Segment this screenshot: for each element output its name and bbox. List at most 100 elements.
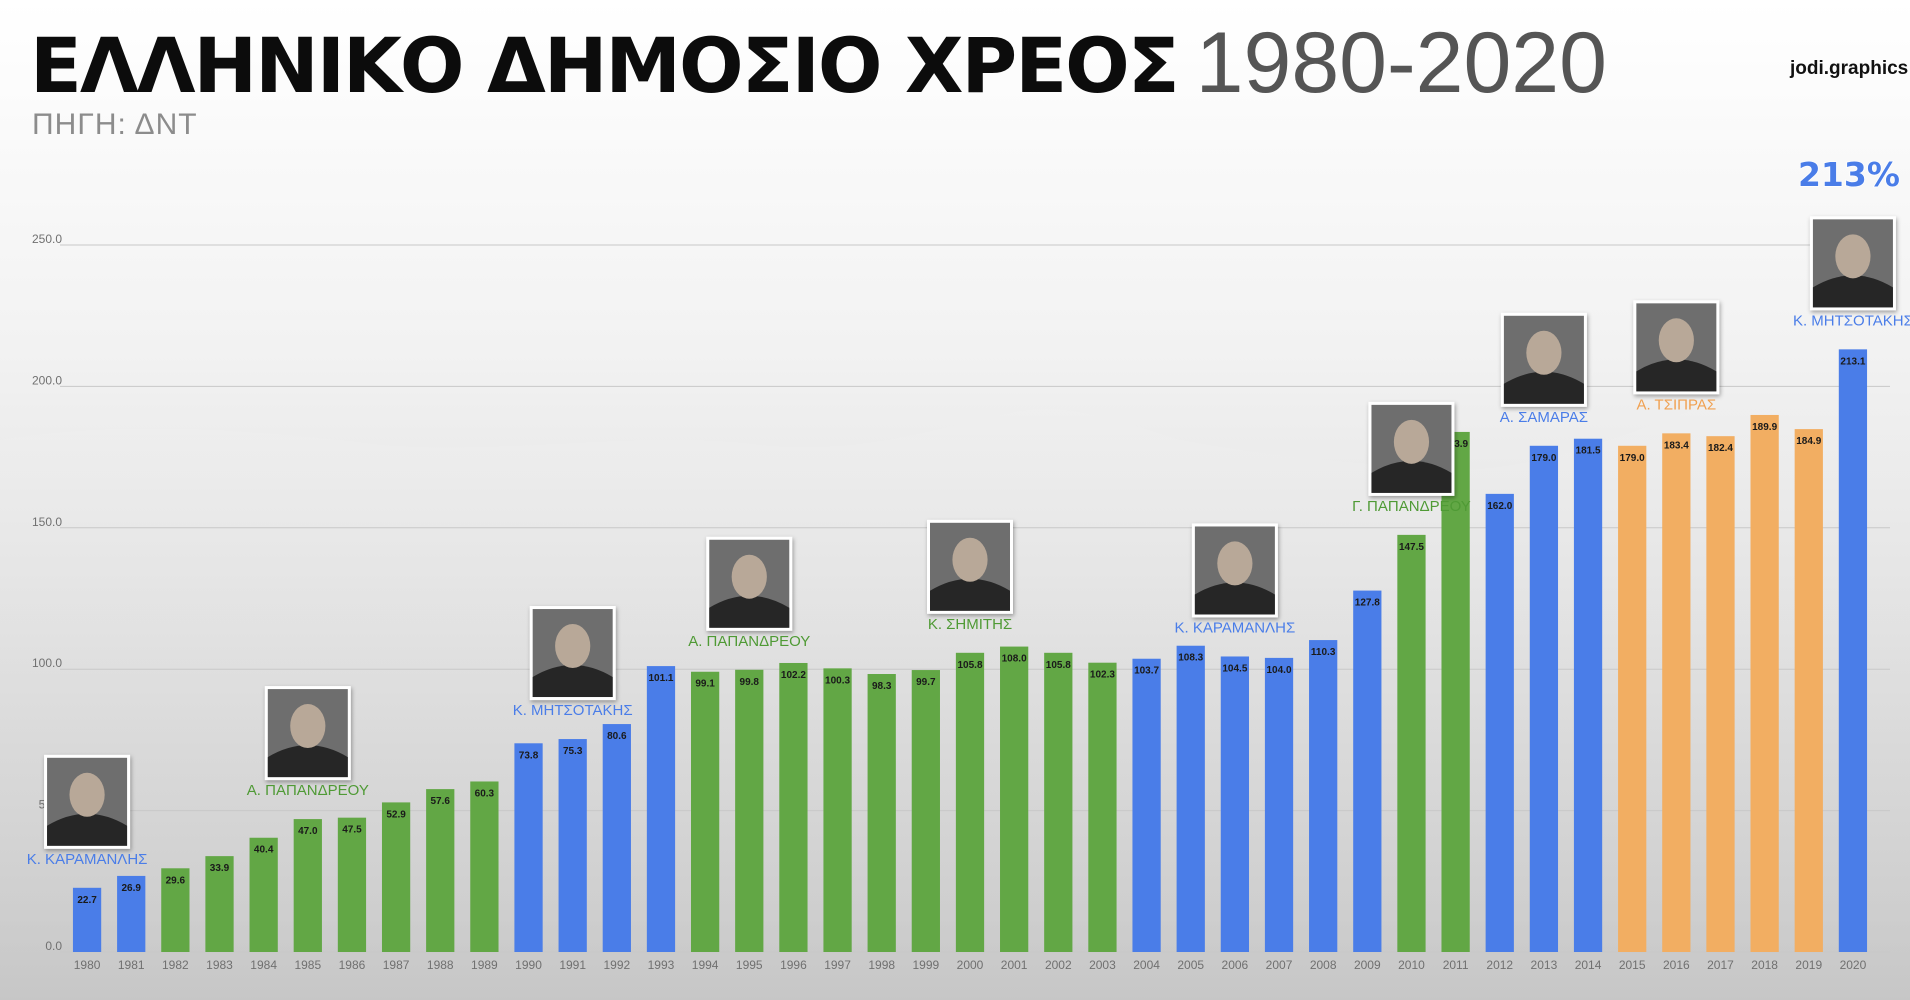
value-label: 179.0 bbox=[1620, 453, 1645, 464]
bar-2008 bbox=[1309, 640, 1338, 952]
portrait-suit bbox=[47, 813, 128, 846]
portrait-annotation: Κ. ΚΑΡΑΜΑΝΛΗΣ bbox=[27, 754, 147, 868]
x-tick-label: 2013 bbox=[1531, 958, 1558, 972]
bar-2005 bbox=[1176, 645, 1205, 952]
value-label: 104.5 bbox=[1222, 663, 1247, 674]
bar-1994 bbox=[690, 671, 720, 952]
portrait-annotation: Κ. ΣΗΜΙΤΗΣ bbox=[927, 519, 1013, 633]
bar-1995 bbox=[735, 669, 764, 952]
x-tick-label: 2008 bbox=[1310, 958, 1337, 972]
y-tick-label: 200.0 bbox=[32, 373, 62, 387]
y-tick-label: 150.0 bbox=[32, 515, 62, 529]
portrait-annotation: Α. ΤΣΙΠΡΑΣ bbox=[1633, 300, 1720, 413]
y-tick-label: 250.0 bbox=[32, 232, 62, 246]
bar-2010 bbox=[1397, 534, 1426, 952]
x-tick-label: 2017 bbox=[1707, 958, 1734, 972]
bar-2003 bbox=[1088, 662, 1117, 952]
portrait-annotation: Α. ΠΑΠΑΝΔΡΕΟΥ bbox=[688, 536, 810, 650]
bar-1984 bbox=[249, 837, 278, 952]
x-tick-label: 1998 bbox=[868, 958, 895, 972]
y-tick-label: 100.0 bbox=[32, 656, 62, 670]
x-tick-label: 2000 bbox=[957, 958, 984, 972]
bar-2004 bbox=[1132, 658, 1161, 952]
portrait-annotation: Κ. ΜΗΤΣΟΤΑΚΗΣ bbox=[513, 606, 633, 719]
x-tick-label: 1995 bbox=[736, 958, 763, 972]
portrait-suit bbox=[532, 665, 613, 698]
brand-label: jodi.graphics bbox=[1790, 58, 1909, 79]
bar-1997 bbox=[823, 668, 852, 952]
x-tick-label: 1991 bbox=[559, 958, 586, 972]
bar-2017 bbox=[1706, 436, 1735, 952]
value-label: 127.8 bbox=[1355, 598, 1380, 609]
bar-1987 bbox=[381, 802, 411, 952]
portrait-suit bbox=[1194, 582, 1275, 615]
y-tick-label: 0.0 bbox=[45, 939, 62, 953]
bar-2018 bbox=[1750, 414, 1779, 953]
x-tick-label: 2011 bbox=[1443, 958, 1469, 972]
portrait-suit bbox=[930, 578, 1010, 611]
portrait-annotation: Α. ΠΑΠΑΝΔΡΕΟΥ bbox=[247, 686, 369, 799]
bar-2012 bbox=[1485, 493, 1514, 952]
chart-source: ΠΗΓΗ: ΔΝΤ bbox=[32, 108, 198, 141]
value-label: 99.1 bbox=[695, 679, 715, 690]
portrait-face bbox=[1217, 541, 1253, 586]
chart-title: ΕΛΛΗΝΙΚΟ ΔΗΜΟΣΙΟ ΧΡΕΟΣ bbox=[30, 21, 1180, 110]
value-label: 181.5 bbox=[1576, 446, 1601, 457]
portrait-face bbox=[69, 772, 105, 817]
portrait-face bbox=[1526, 330, 1562, 375]
x-tick-label: 2001 bbox=[1001, 958, 1028, 972]
value-label: 110.3 bbox=[1311, 647, 1336, 658]
bar-1980 bbox=[72, 887, 102, 952]
x-tick-label: 1994 bbox=[692, 958, 719, 972]
value-label: 75.3 bbox=[563, 746, 583, 757]
bar-1991 bbox=[558, 739, 587, 952]
value-label: 182.4 bbox=[1708, 443, 1733, 454]
value-label: 213.1 bbox=[1840, 356, 1865, 367]
portrait-annotation: Κ. ΜΗΤΣΟΤΑΚΗΣ bbox=[1793, 216, 1910, 329]
x-tick-label: 1982 bbox=[162, 958, 189, 972]
value-label: 80.6 bbox=[607, 731, 627, 742]
x-tick-label: 1984 bbox=[250, 958, 277, 972]
portrait-annotation: Α. ΣΑΜΑΡΑΣ bbox=[1500, 312, 1588, 426]
bar-1996 bbox=[779, 662, 808, 952]
annotation-label: Κ. ΜΗΤΣΟΤΑΚΗΣ bbox=[513, 702, 633, 719]
x-tick-label: 1989 bbox=[471, 958, 498, 972]
annotation-label: Κ. ΣΗΜΙΤΗΣ bbox=[928, 616, 1012, 633]
annotation-label: Α. ΤΣΙΠΡΑΣ bbox=[1636, 396, 1716, 413]
bar-2000 bbox=[955, 652, 985, 952]
value-label: 33.9 bbox=[210, 863, 230, 874]
value-label: 189.9 bbox=[1752, 422, 1777, 433]
value-label: 52.9 bbox=[386, 809, 406, 820]
portrait-annotation: Κ. ΚΑΡΑΜΑΝΛΗΣ bbox=[1175, 523, 1295, 636]
portrait-annotation: Γ. ΠΑΠΑΝΔΡΕΟΥ bbox=[1352, 401, 1471, 515]
value-label: 183.9 bbox=[1443, 439, 1468, 450]
x-tick-label: 2018 bbox=[1751, 958, 1778, 972]
value-label: 102.3 bbox=[1090, 670, 1115, 681]
x-tick-label: 2014 bbox=[1575, 958, 1602, 972]
annotation-label: Γ. ΠΑΠΑΝΔΡΕΟΥ bbox=[1352, 498, 1471, 515]
bar-2015 bbox=[1618, 445, 1647, 952]
x-tick-label: 1986 bbox=[339, 958, 366, 972]
value-label: 103.7 bbox=[1134, 666, 1159, 677]
portrait-face bbox=[290, 704, 326, 749]
value-label: 108.3 bbox=[1178, 653, 1203, 664]
value-label: 184.9 bbox=[1796, 436, 1821, 447]
bar-1992 bbox=[602, 724, 631, 952]
value-label: 104.0 bbox=[1267, 665, 1292, 676]
bar-2016 bbox=[1662, 433, 1691, 952]
portrait-suit bbox=[1503, 371, 1584, 404]
portrait-suit bbox=[1636, 359, 1717, 392]
x-tick-label: 2004 bbox=[1133, 958, 1160, 972]
x-tick-label: 1999 bbox=[913, 958, 940, 972]
portrait-face bbox=[1658, 318, 1694, 363]
bar-1983 bbox=[205, 856, 234, 952]
portrait-suit bbox=[267, 745, 348, 778]
x-tick-label: 1993 bbox=[648, 958, 675, 972]
x-tick-label: 1987 bbox=[383, 958, 410, 972]
portrait-face bbox=[731, 554, 767, 599]
bar-2001 bbox=[1000, 646, 1029, 952]
value-label: 105.8 bbox=[1046, 660, 1071, 671]
value-label: 99.7 bbox=[916, 677, 936, 688]
bar-2006 bbox=[1220, 656, 1250, 952]
